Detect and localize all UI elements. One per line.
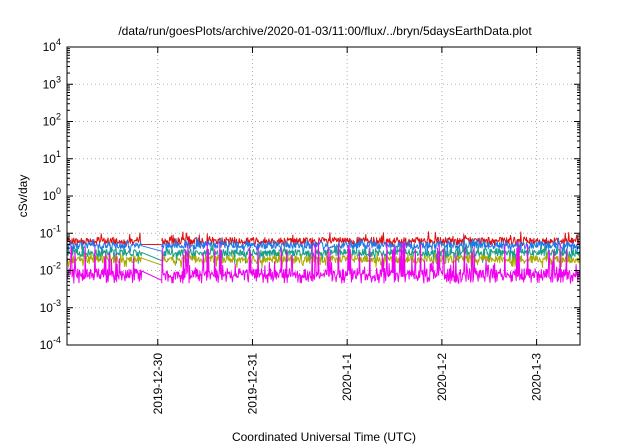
grid-lines	[67, 47, 580, 345]
y-tick-label: 103	[43, 74, 61, 91]
y-tick-label-exp: -2	[53, 261, 61, 271]
y-tick-label: 10-2	[40, 261, 61, 278]
y-tick-label-exp: 1	[56, 149, 61, 159]
y-tick-label: 10-1	[40, 223, 61, 240]
y-tick-label-base: 10	[43, 77, 57, 91]
y-tick-label: 10-3	[40, 298, 61, 315]
y-tick-label: 104	[43, 37, 61, 54]
y-tick-label-base: 10	[43, 40, 57, 54]
y-tick-label-base: 10	[40, 264, 54, 278]
y-tick-label: 102	[43, 112, 61, 129]
x-tick-label: 2019-12-30	[151, 353, 165, 415]
y-tick-label: 10-4	[40, 335, 61, 352]
y-tick-label-exp: 0	[56, 186, 61, 196]
y-tick-label-exp: -3	[53, 298, 61, 308]
y-tick-label-exp: 3	[56, 74, 61, 84]
plot-area	[66, 231, 580, 284]
y-tick-label-base: 10	[40, 226, 54, 240]
y-tick-label-base: 10	[43, 189, 57, 203]
y-tick-label-exp: -4	[53, 335, 61, 345]
y-tick-label-exp: -1	[53, 223, 61, 233]
y-tick-label-base: 10	[40, 301, 54, 315]
y-tick-label: 101	[43, 149, 61, 166]
series-line	[66, 241, 580, 284]
x-axis-label: Coordinated Universal Time (UTC)	[232, 430, 416, 444]
y-tick-label-exp: 2	[56, 112, 61, 122]
y-tick-label-base: 10	[43, 115, 57, 129]
y-tick-label-base: 10	[43, 152, 57, 166]
x-axis: 2019-12-30 2019-12-31 2020-1-1 2020-1-2 2020…	[151, 47, 544, 414]
x-tick-label: 2019-12-31	[245, 353, 259, 415]
x-tick-label: 2020-1-3	[530, 353, 544, 401]
y-axis-label: cSv/day	[16, 175, 30, 218]
y-tick-label-base: 10	[40, 338, 54, 352]
x-tick-label: 2020-1-1	[340, 353, 354, 401]
chart-title: /data/run/goesPlots/archive/2020-01-03/1…	[118, 24, 532, 38]
y-tick-label-exp: 4	[56, 37, 61, 47]
y-tick-label: 100	[43, 186, 61, 203]
x-tick-label: 2020-1-2	[435, 353, 449, 401]
